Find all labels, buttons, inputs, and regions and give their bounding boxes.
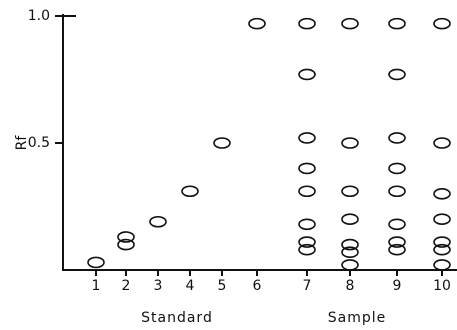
x-tick-label: 3 bbox=[154, 278, 163, 294]
spot bbox=[388, 132, 406, 144]
x-tick-label: 6 bbox=[253, 278, 262, 294]
spot bbox=[298, 162, 316, 175]
spot bbox=[117, 238, 135, 251]
spot bbox=[117, 231, 135, 243]
spot bbox=[298, 68, 316, 81]
spot bbox=[388, 236, 406, 248]
x-tick-label: 7 bbox=[303, 278, 312, 294]
x-tick-label: 2 bbox=[122, 278, 131, 294]
axes bbox=[62, 14, 457, 271]
spot bbox=[433, 188, 451, 200]
spot bbox=[248, 17, 266, 30]
x-tick-label: 10 bbox=[433, 278, 451, 294]
spot bbox=[181, 185, 199, 198]
spot bbox=[298, 185, 316, 198]
spot bbox=[388, 17, 406, 30]
y-axis-label: Rf bbox=[14, 135, 30, 151]
spot bbox=[433, 17, 451, 30]
spot bbox=[298, 218, 316, 231]
spot bbox=[87, 256, 105, 269]
y-tick-label: 1.0 bbox=[28, 8, 50, 24]
group-label: Standard bbox=[141, 310, 213, 326]
spot bbox=[298, 243, 316, 256]
spot bbox=[388, 68, 406, 81]
spot bbox=[298, 236, 316, 248]
spot bbox=[433, 243, 451, 256]
spot bbox=[433, 259, 451, 271]
spot bbox=[388, 162, 406, 175]
x-tick-label: 1 bbox=[92, 278, 101, 294]
spot bbox=[341, 238, 359, 251]
spot bbox=[341, 213, 359, 225]
spot bbox=[341, 137, 359, 149]
spot bbox=[298, 132, 316, 144]
spot bbox=[433, 137, 451, 149]
spot bbox=[388, 185, 406, 198]
spot bbox=[433, 236, 451, 248]
spot bbox=[213, 137, 231, 149]
y-tick-label: 0.5 bbox=[28, 135, 50, 151]
spot bbox=[341, 259, 359, 271]
spot bbox=[341, 185, 359, 198]
spot bbox=[433, 213, 451, 225]
x-tick-label: 4 bbox=[186, 278, 195, 294]
spot bbox=[341, 246, 359, 259]
x-tick-label: 5 bbox=[218, 278, 227, 294]
spot bbox=[149, 215, 167, 228]
x-tick-label: 8 bbox=[346, 278, 355, 294]
spot bbox=[341, 17, 359, 30]
spot bbox=[388, 218, 406, 231]
spot bbox=[388, 243, 406, 256]
spot bbox=[298, 17, 316, 30]
x-tick-label: 9 bbox=[393, 278, 402, 294]
group-label: Sample bbox=[328, 310, 387, 326]
